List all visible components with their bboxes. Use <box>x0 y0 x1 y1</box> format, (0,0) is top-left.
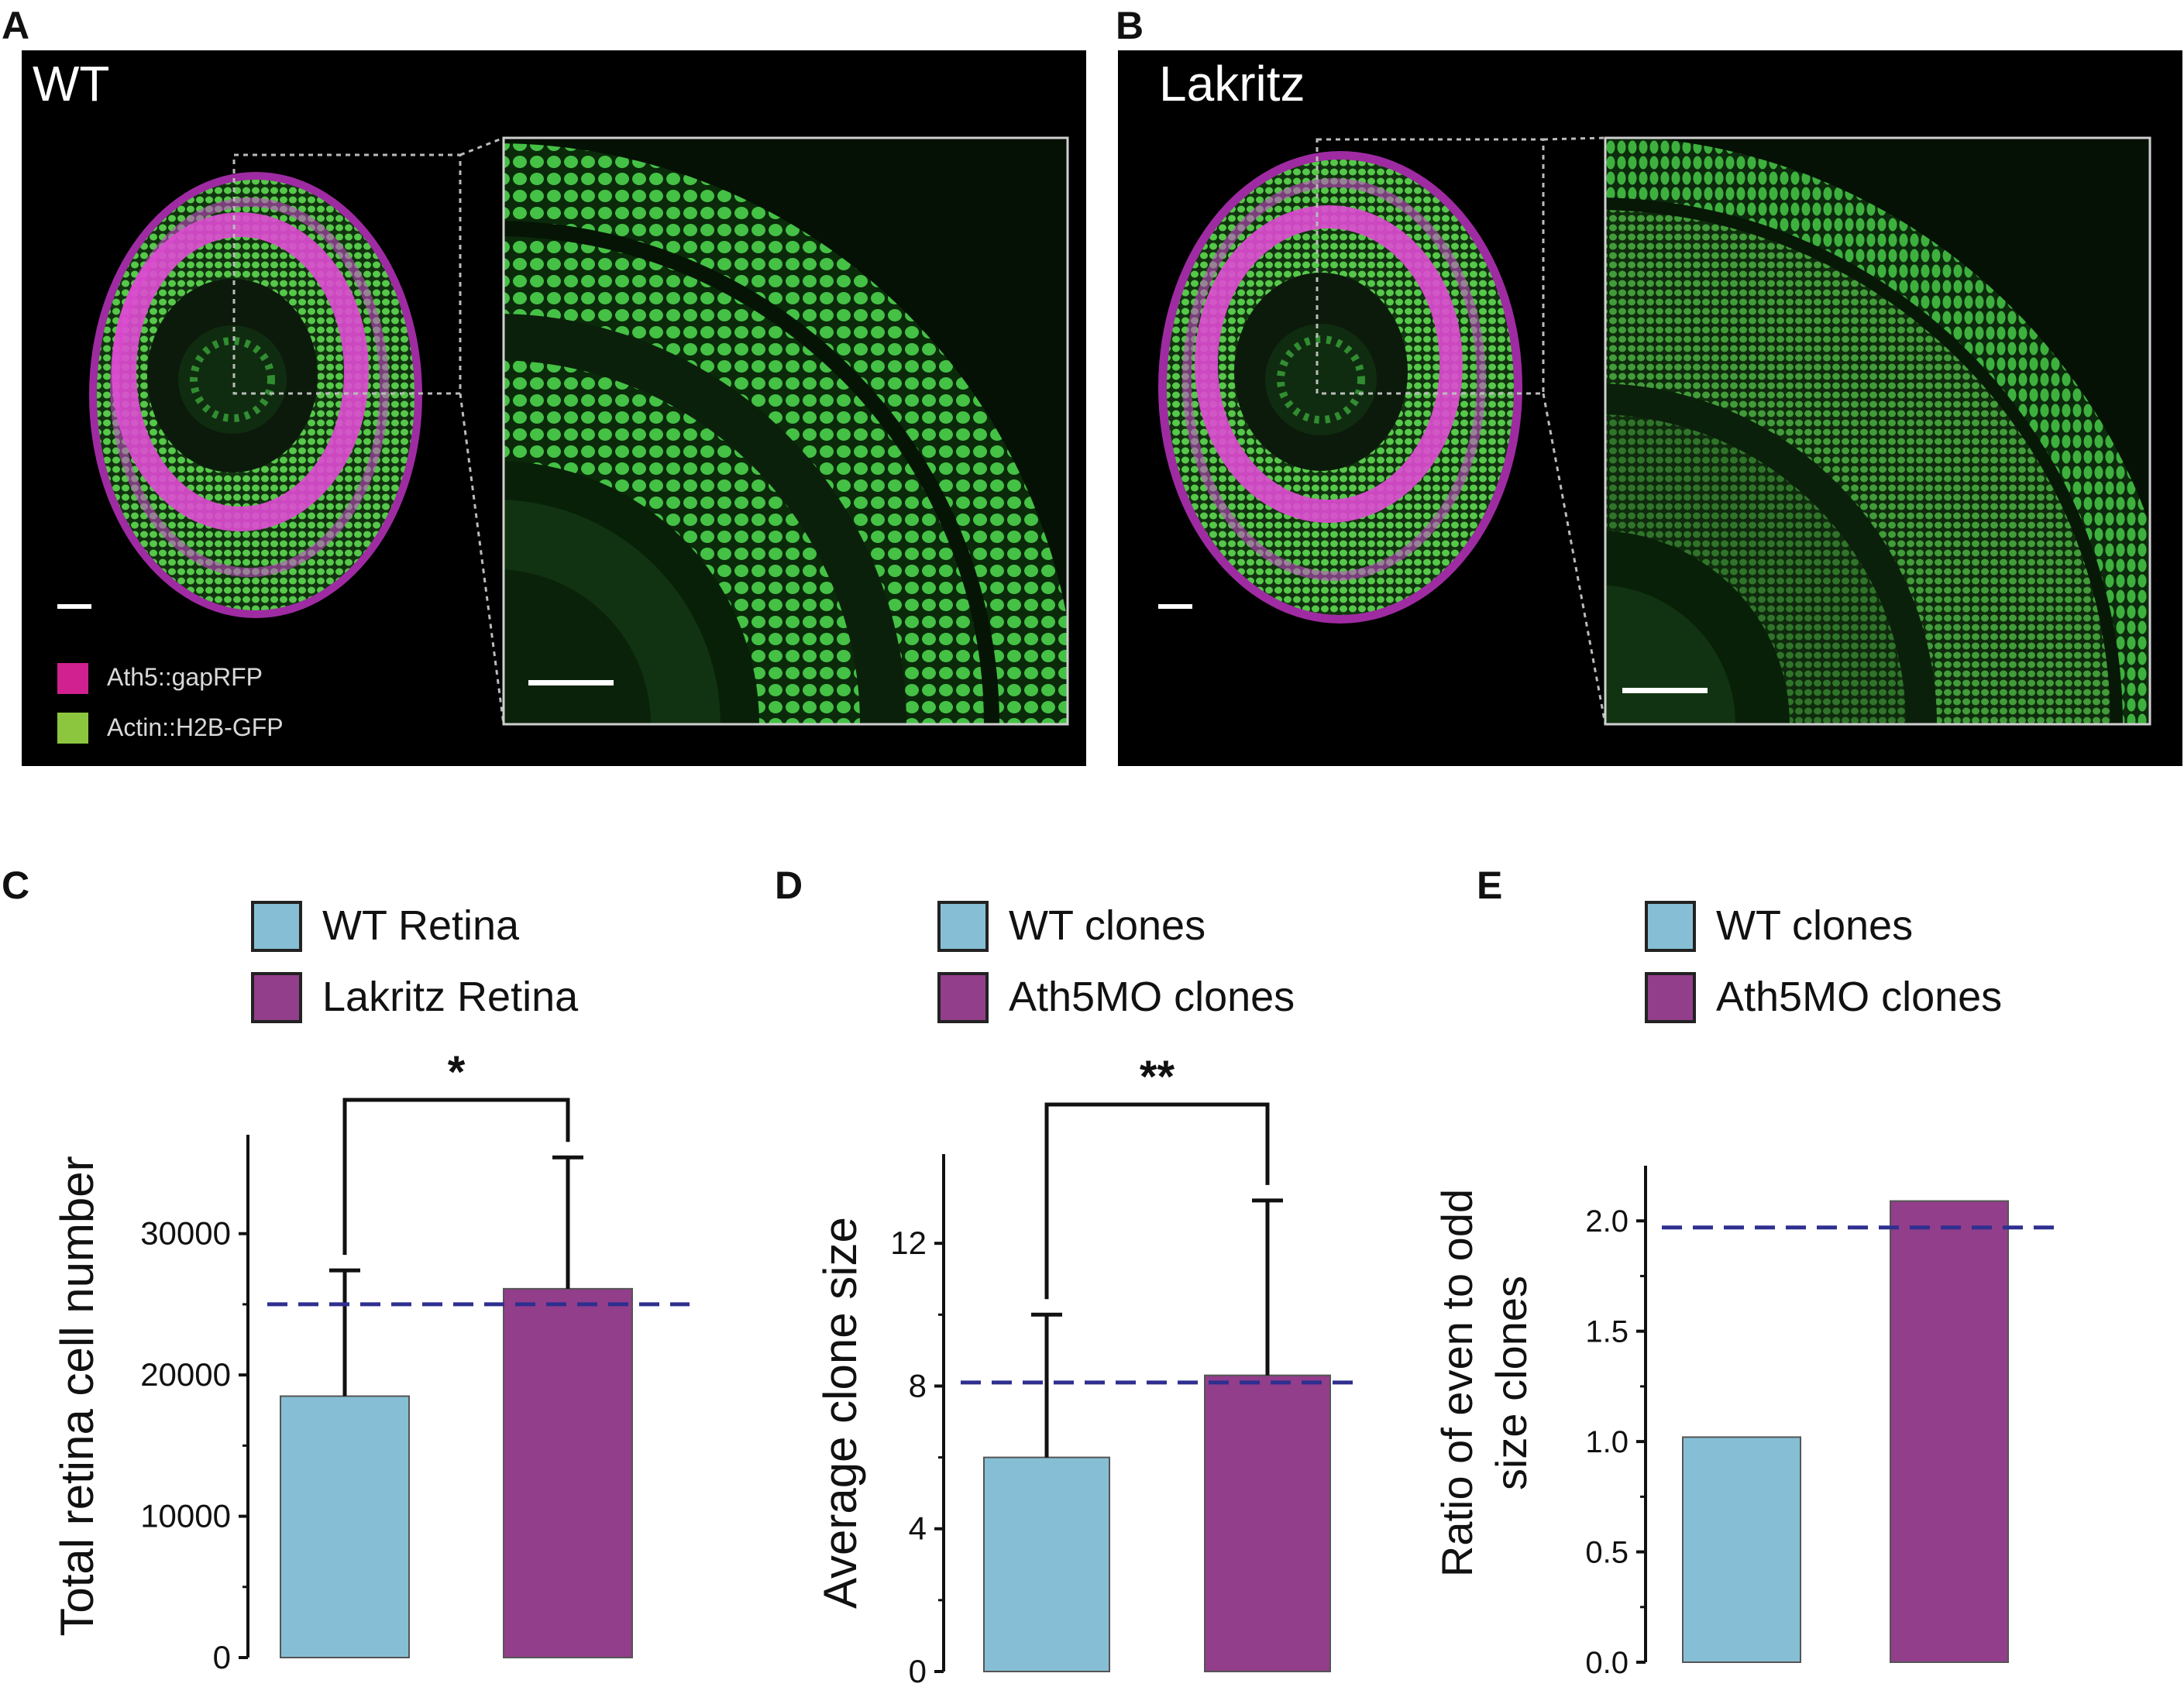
legend-swatch <box>937 972 989 1023</box>
legend-label-rfp: Ath5::gapRFP <box>107 663 263 691</box>
panel-a-title: WT <box>33 56 110 112</box>
y-tick-label: 4 <box>909 1510 927 1547</box>
y-tick-label: 8 <box>909 1367 927 1404</box>
legend-swatch-rfp <box>57 663 88 694</box>
y-axis-label: Average clone size <box>814 1217 866 1609</box>
lakritz-zoom-box <box>1316 138 1545 395</box>
lakritz-inset-image <box>1605 138 2150 724</box>
panel-letter-d: D <box>775 864 803 907</box>
y-axis-label: Total retina cell number <box>51 1156 103 1636</box>
y-tick-label: 30000 <box>140 1215 231 1252</box>
y-tick-label: 0 <box>213 1639 231 1675</box>
wt-inset-image <box>504 138 1068 724</box>
significance-bracket <box>1044 1102 1270 1300</box>
chart-d: D WT clones Ath5MO clones 0 4 8 12 Average clon… <box>775 864 1364 1687</box>
wt-zoom-box <box>232 153 462 395</box>
panel-letter-c: C <box>2 864 29 907</box>
scale-bar <box>1158 604 1192 609</box>
chart-c: C WT Retina Lakritz Retina 0 10000 20000 30000… <box>2 864 690 1675</box>
zoom-connector <box>1543 136 1606 141</box>
y-axis-label: size clones <box>1487 1276 1536 1490</box>
scale-bar <box>528 680 614 685</box>
y-tick-label: 20000 <box>140 1356 231 1393</box>
wt-inset-frame <box>502 136 1069 726</box>
zoom-connector <box>1542 393 1607 725</box>
significance-marker: ** <box>1140 1052 1175 1102</box>
legend-label: WT clones <box>1716 902 1913 949</box>
y-tick-label: 1.0 <box>1585 1425 1629 1459</box>
legend-label: Ath5MO clones <box>1716 974 2002 1020</box>
bar <box>1890 1200 2009 1664</box>
legend-label: WT clones <box>1009 902 1205 949</box>
significance-bracket <box>342 1098 570 1256</box>
bar <box>1682 1436 1801 1663</box>
chart-e: E WT clones Ath5MO clones 0.0 0.5 1.0 1.5 2.0 Ra… <box>1432 864 2061 1680</box>
bar <box>503 1287 633 1658</box>
legend-swatch <box>1645 901 1696 952</box>
legend-label-gfp: Actin::H2B-GFP <box>107 713 284 741</box>
legend-swatch <box>937 901 989 952</box>
panel-b-title: Lakritz <box>1159 56 1305 112</box>
legend-swatch <box>1645 972 1696 1023</box>
legend-swatch <box>251 972 302 1023</box>
y-axis-label: Ratio of even to odd <box>1432 1189 1481 1577</box>
y-tick-label: 0.5 <box>1585 1536 1629 1570</box>
legend-swatch <box>251 901 302 952</box>
legend-label: WT Retina <box>322 902 520 949</box>
scale-bar <box>1622 688 1708 693</box>
panel-letter-e: E <box>1477 864 1502 907</box>
zoom-connector <box>459 136 504 156</box>
panel-letter-b: B <box>1116 4 1144 47</box>
y-tick-label: 12 <box>890 1225 927 1261</box>
scale-bar <box>57 604 91 609</box>
bar <box>983 1456 1110 1672</box>
panel-b: B Lakritz <box>1116 4 2182 766</box>
y-tick-label: 10000 <box>140 1498 231 1534</box>
legend-swatch-gfp <box>57 713 88 744</box>
y-tick-label: 0 <box>909 1653 927 1687</box>
legend-label: Ath5MO clones <box>1009 974 1295 1020</box>
bar <box>280 1395 410 1658</box>
lakritz-eye-image <box>1158 151 1522 624</box>
y-tick-label: 1.5 <box>1585 1315 1629 1349</box>
lakritz-inset-frame <box>1604 136 2151 726</box>
panel-letter-a: A <box>2 4 29 47</box>
y-tick-label: 2.0 <box>1585 1204 1629 1239</box>
legend-label: Lakritz Retina <box>322 974 579 1020</box>
channel-legend: Ath5::gapRFP Actin::H2B-GFP <box>57 663 284 744</box>
panel-a: A WT <box>2 4 1086 766</box>
wt-eye-image <box>89 172 422 618</box>
bar <box>1204 1374 1331 1672</box>
y-tick-label: 0.0 <box>1585 1646 1629 1680</box>
bar-charts: C WT Retina Lakritz Retina 0 10000 20000 30000… <box>2 864 2061 1687</box>
significance-marker: * <box>448 1047 466 1098</box>
